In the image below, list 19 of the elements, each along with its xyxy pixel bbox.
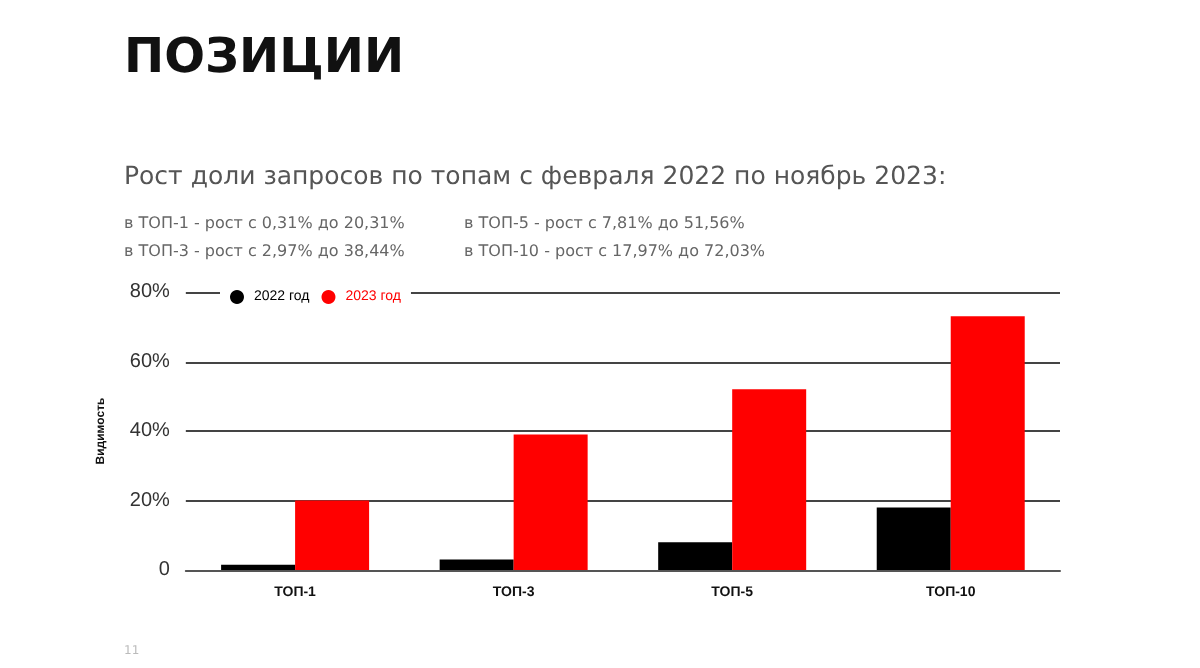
bar bbox=[439, 559, 514, 570]
text: в ТОП-3 - рост с 2,97% до 38,44% bbox=[124, 242, 405, 260]
bar bbox=[876, 507, 951, 570]
y-tick-label: 60% bbox=[129, 350, 171, 373]
text: в ТОП-1 - рост с 0,31% до 20,31% bbox=[124, 214, 405, 232]
bar bbox=[295, 500, 370, 570]
text: в ТОП-5 - рост с 7,81% до 51,56% bbox=[464, 214, 745, 232]
y-tick-label: 20% bbox=[129, 489, 171, 512]
y-tick-label: 80% bbox=[129, 281, 171, 303]
chart-subtitle: Рост доли запросов по топам с февраля 2022 по ноябрь 2023: bbox=[124, 160, 947, 190]
y-tick-label: 0 bbox=[158, 559, 171, 581]
chart-title: ПОЗИЦИИ bbox=[124, 28, 405, 84]
text: в ТОП-10 - рост с 17,97% до 72,03% bbox=[464, 242, 766, 260]
y-tick-label: 40% bbox=[129, 420, 171, 442]
bar bbox=[221, 564, 296, 570]
bar bbox=[658, 542, 733, 570]
bar bbox=[950, 316, 1025, 570]
bar bbox=[732, 389, 807, 570]
bar bbox=[513, 434, 588, 570]
